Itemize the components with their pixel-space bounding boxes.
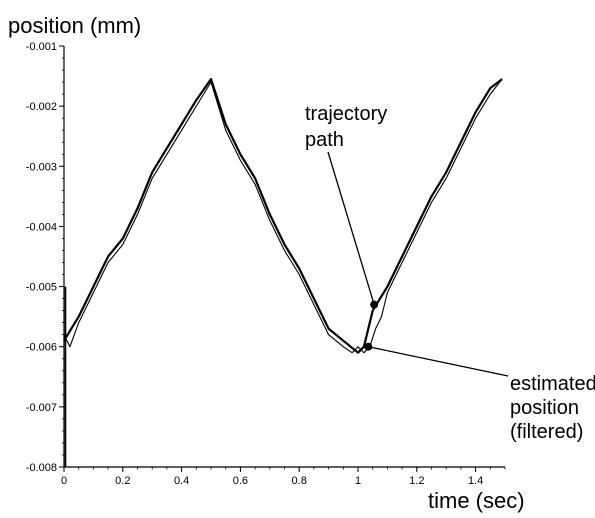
y-tick-label: -0.003 [26, 161, 57, 173]
estimated-annotation-label: (filtered) [510, 421, 583, 443]
series-layer [63, 77, 503, 467]
estimated-annotation-label: estimated [510, 373, 595, 395]
estimated-leader-line [368, 346, 509, 377]
estimated-position-line [63, 78, 503, 354]
y-tick-label: -0.002 [26, 101, 57, 113]
y-tick-label: -0.006 [26, 342, 57, 354]
y-tick-label: -0.008 [26, 462, 57, 474]
x-axis-label: time (sec) [428, 488, 525, 513]
trajectory-path-line [63, 77, 503, 354]
x-tick-label: 1.2 [409, 475, 424, 487]
y-tick-label: -0.005 [26, 282, 57, 294]
x-tick-label: 0.2 [115, 475, 130, 487]
x-tick-label: 0 [61, 475, 67, 487]
estimated-marker [364, 342, 373, 351]
estimated-annotation-label: position [510, 397, 579, 419]
y-axis-label: position (mm) [8, 13, 141, 38]
x-tick-label: 0.6 [233, 475, 248, 487]
y-tick-label: -0.004 [26, 221, 57, 233]
x-tick-label: 0.8 [292, 475, 307, 487]
annotation-layer: trajectory path estimatedposition(filtered… [305, 103, 595, 443]
x-tick-label: 1.4 [468, 475, 483, 487]
trajectory-marker [370, 300, 379, 309]
y-tick-label: -0.007 [26, 402, 57, 414]
trajectory-leader-line [327, 151, 375, 305]
trajectory-annotation-label: path [305, 129, 344, 151]
axes: -0.001 -0.002 -0.003 -0.004 -0.005 -0.006 -0.0… [26, 41, 506, 487]
x-tick-label: 0.4 [174, 475, 189, 487]
y-tick-label: -0.001 [26, 41, 57, 53]
trajectory-annotation-label: trajectory [305, 103, 387, 125]
x-tick-label: 1 [355, 475, 361, 487]
